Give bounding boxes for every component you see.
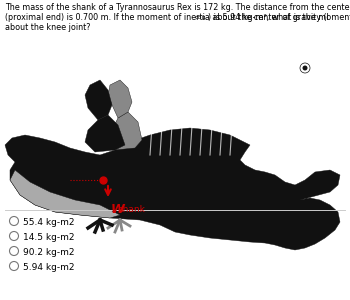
Text: about the knee joint?: about the knee joint?	[5, 23, 91, 32]
Text: 55.4 kg-m2: 55.4 kg-m2	[23, 218, 75, 227]
Text: cog: cog	[195, 16, 206, 20]
Circle shape	[302, 65, 308, 70]
Polygon shape	[112, 112, 142, 150]
Circle shape	[9, 262, 19, 271]
Polygon shape	[5, 128, 340, 250]
Text: The mass of the shank of a Tyrannosaurus Rex is 172 kg. The distance from the ce: The mass of the shank of a Tyrannosaurus…	[5, 3, 350, 12]
Text: shank: shank	[119, 205, 146, 214]
Polygon shape	[10, 170, 120, 218]
Text: ) is 5.94 kg-m², what is the moment of inertia: ) is 5.94 kg-m², what is the moment of i…	[208, 13, 350, 22]
Text: 90.2 kg-m2: 90.2 kg-m2	[23, 248, 75, 257]
Text: (proximal end) is 0.700 m. If the moment of inertia about the center of gravity : (proximal end) is 0.700 m. If the moment…	[5, 13, 329, 22]
Polygon shape	[85, 115, 125, 152]
Text: W: W	[111, 203, 125, 216]
Circle shape	[9, 247, 19, 256]
Text: 5.94 kg-m2: 5.94 kg-m2	[23, 263, 75, 272]
Polygon shape	[85, 80, 112, 120]
Circle shape	[9, 217, 19, 226]
Polygon shape	[108, 80, 132, 118]
Circle shape	[9, 232, 19, 241]
Text: 14.5 kg-m2: 14.5 kg-m2	[23, 233, 75, 242]
Circle shape	[300, 63, 310, 73]
